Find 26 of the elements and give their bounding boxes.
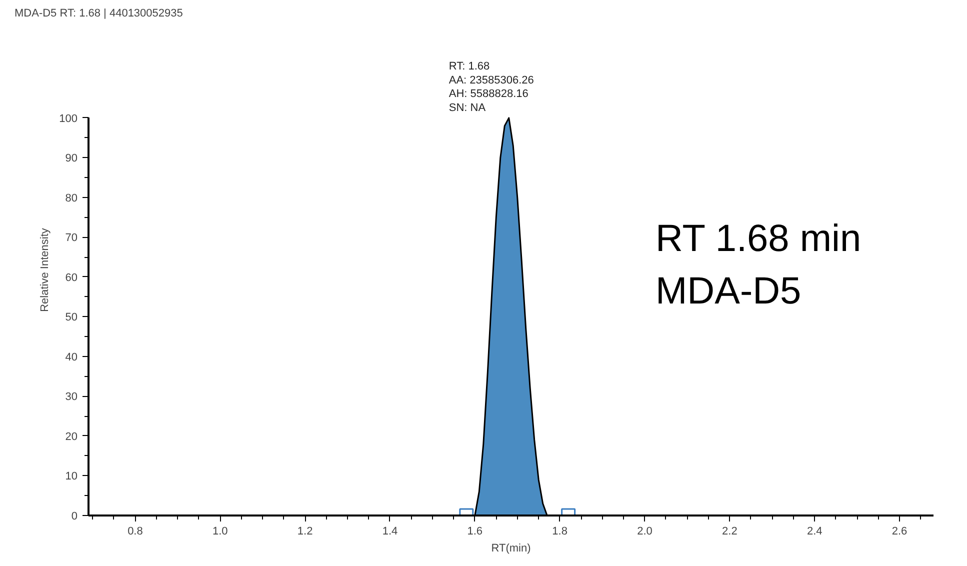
x-tick-label: 0.8	[128, 526, 143, 538]
y-tick-label: 90	[65, 152, 78, 165]
x-tick-label: 1.0	[212, 526, 228, 538]
x-tick-label: 2.0	[637, 526, 652, 538]
annotation: RT 1.68 min MDA-D5	[656, 218, 862, 312]
y-tick-label: 50	[65, 312, 78, 324]
x-axis-title: RT(min)	[491, 542, 531, 554]
x-tick-label: 1.2	[297, 526, 313, 538]
y-tick-label: 100	[59, 112, 78, 125]
y-tick-label: 10	[65, 470, 78, 483]
chart-title: MDA-D5 RT: 1.68 | 440130052935	[14, 8, 183, 20]
y-tick-label: 20	[65, 430, 78, 443]
x-tick-label: 1.4	[382, 526, 398, 538]
y-tick-label: 30	[65, 391, 78, 404]
x-tick-label: 2.4	[806, 526, 822, 538]
y-tick-label: 60	[65, 272, 78, 284]
x-tick-label: 2.2	[722, 526, 738, 538]
y-tick-label: 80	[65, 192, 78, 204]
y-tick-label: 70	[65, 232, 78, 244]
annotation: RT: 1.68 AA: 23585306.26 AH: 5588828.16 SN: NA	[448, 60, 534, 114]
x-tick-label: 1.8	[552, 526, 568, 538]
x-tick-label: 2.6	[892, 526, 908, 538]
y-tick-label: 0	[71, 510, 78, 522]
y-axis-title: Relative Intensity	[39, 228, 52, 312]
x-tick-label: 1.6	[467, 526, 483, 538]
y-tick-label: 40	[65, 351, 78, 364]
